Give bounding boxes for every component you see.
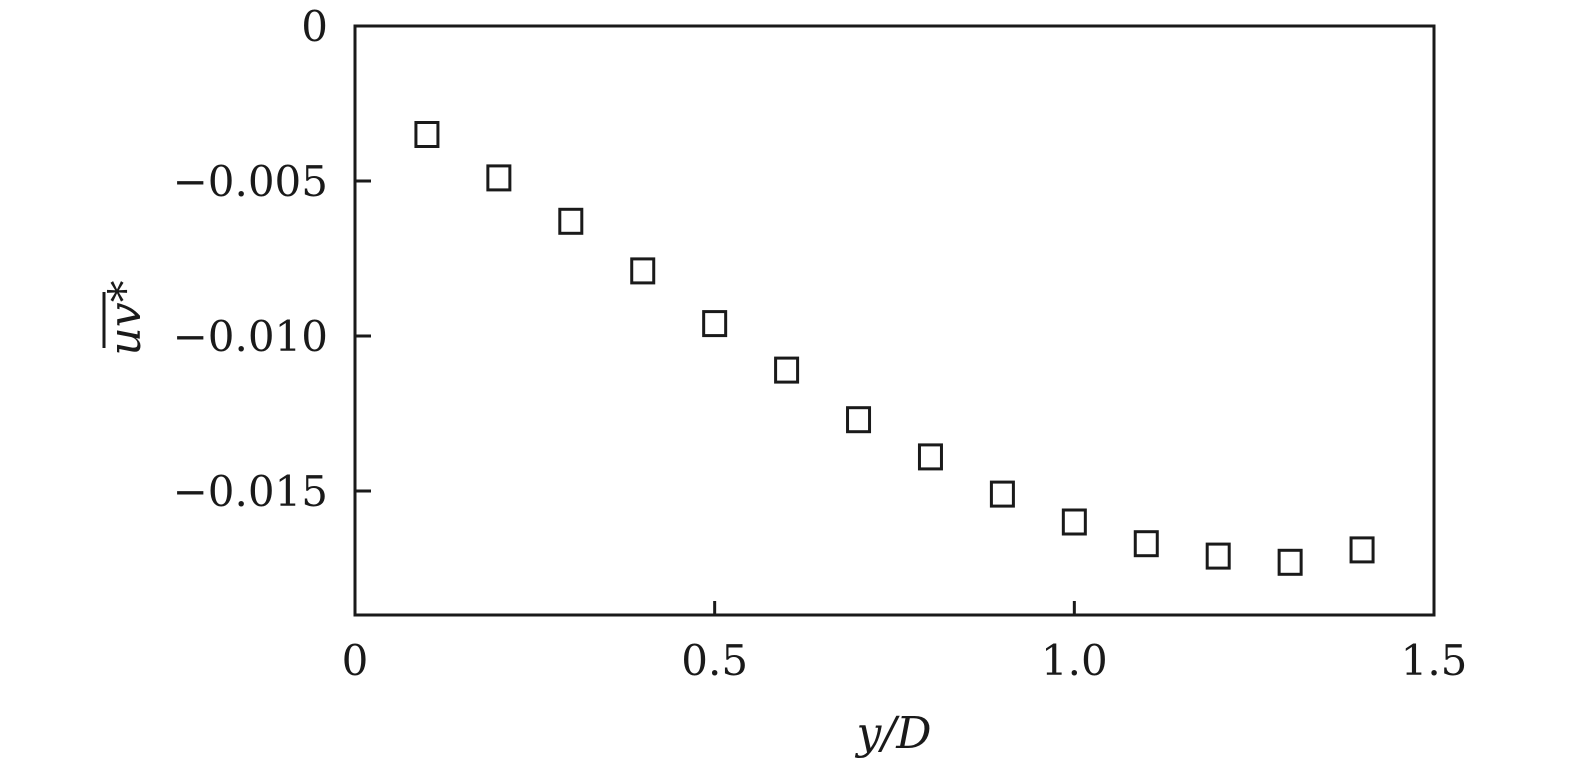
x-tick-label: 1.5: [1401, 636, 1468, 685]
data-point-marker: [702, 310, 728, 338]
x-tick-label: 0.5: [681, 636, 748, 685]
x-tick-label: 1.0: [1041, 636, 1108, 685]
data-point-marker: [1277, 548, 1303, 576]
data-point-marker: [1349, 536, 1375, 564]
x-axis-ticks: 0 0.5 1.0 1.5: [342, 601, 1468, 685]
y-tick-label: −0.005: [173, 157, 328, 206]
data-point-marker: [917, 443, 943, 471]
data-point-marker: [1205, 542, 1231, 570]
y-tick-label: −0.015: [173, 467, 328, 516]
data-point-marker: [486, 164, 512, 192]
data-markers: [414, 121, 1375, 576]
y-tick-label: 0: [301, 2, 328, 51]
y-axis-ticks: 0 −0.005 −0.010 −0.015: [173, 2, 371, 516]
data-point-marker: [989, 480, 1015, 508]
plot-frame: [353, 24, 1436, 617]
data-point-marker: [1061, 508, 1087, 536]
y-tick-label: −0.010: [173, 312, 328, 361]
x-axis-label: y/D: [855, 708, 932, 759]
data-point-marker: [558, 207, 584, 235]
data-point-marker: [774, 356, 800, 384]
y-axis-label-group: uv*: [100, 280, 151, 355]
data-point-marker: [846, 406, 872, 434]
data-point-marker: [630, 257, 656, 285]
x-tick-label: 0: [342, 636, 369, 685]
data-point-marker: [414, 121, 440, 148]
y-axis-label: uv*: [100, 280, 151, 355]
data-point-marker: [1133, 530, 1159, 558]
